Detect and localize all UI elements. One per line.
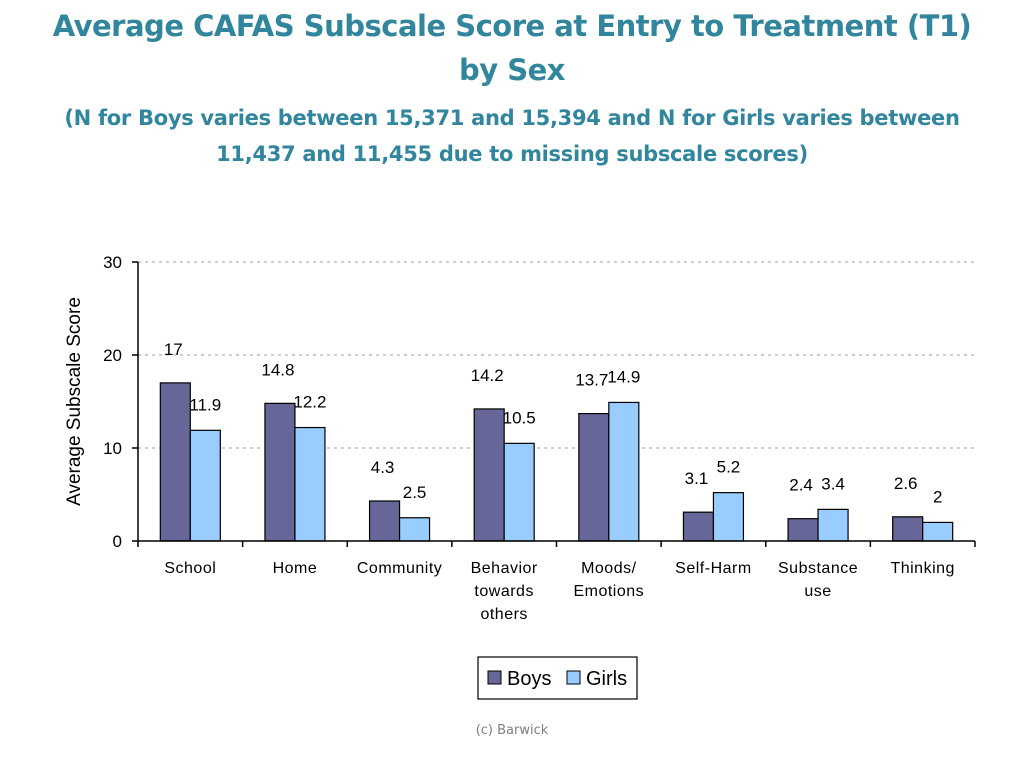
bar-boys bbox=[264, 402, 296, 542]
data-label-girls: 11.9 bbox=[189, 395, 221, 414]
bar-girls bbox=[503, 442, 535, 542]
bar-boys bbox=[892, 516, 924, 542]
legend-label-girls: Girls bbox=[586, 668, 627, 690]
bar-girls bbox=[608, 401, 640, 542]
x-tick-label: Behavior bbox=[471, 560, 538, 577]
bar-boys bbox=[787, 518, 819, 542]
y-tick-label: 0 bbox=[113, 532, 122, 551]
x-tick-label: use bbox=[804, 583, 831, 600]
bar-boys bbox=[578, 412, 610, 542]
y-tick-label: 20 bbox=[103, 346, 122, 365]
data-label-girls: 12.2 bbox=[293, 393, 326, 412]
x-tick-label: Home bbox=[273, 560, 318, 577]
legend-label-boys: Boys bbox=[507, 668, 551, 690]
bar-girls bbox=[922, 521, 954, 542]
data-label-girls: 5.2 bbox=[717, 458, 741, 477]
data-label-girls: 3.4 bbox=[821, 474, 845, 493]
x-tick-label: towards bbox=[474, 583, 534, 600]
bar-chart: 0 10 20 30 Average Subscale Score 17 14.8 4.3 14… bbox=[64, 253, 976, 700]
footer-credit: (c) Barwick bbox=[475, 723, 549, 738]
bar-girls bbox=[294, 426, 326, 542]
legend-box bbox=[477, 656, 638, 700]
data-label-girls: 2 bbox=[933, 487, 942, 506]
data-label-boys: 14.8 bbox=[261, 360, 294, 379]
legend-swatch-girls bbox=[566, 670, 581, 685]
chart-subtitle: (N for Boys varies between 15,371 and 15… bbox=[64, 106, 960, 166]
chart-title: Average CAFAS Subscale Score at Entry to… bbox=[52, 9, 972, 87]
bar-girls bbox=[712, 492, 745, 542]
bar-boys bbox=[682, 511, 715, 542]
x-tick-label: Substance bbox=[778, 560, 858, 577]
data-label-girls: 14.9 bbox=[607, 367, 640, 386]
bar-boys bbox=[473, 408, 505, 542]
x-tick-label: School bbox=[164, 560, 216, 577]
x-tick-label: others bbox=[480, 606, 527, 623]
data-label-boys: 2.4 bbox=[789, 476, 813, 495]
legend-swatch-boys bbox=[487, 670, 502, 685]
data-label-boys: 3.1 bbox=[685, 469, 709, 488]
x-tick-label: Emotions bbox=[573, 583, 644, 600]
y-tick-label: 10 bbox=[103, 439, 122, 458]
x-tick-label: Community bbox=[357, 560, 442, 577]
bar-girls bbox=[817, 508, 849, 542]
data-label-girls: 2.5 bbox=[403, 483, 427, 502]
data-label-boys: 14.2 bbox=[471, 366, 504, 385]
data-label-boys: 4.3 bbox=[371, 458, 395, 477]
y-axis-label: Average Subscale Score bbox=[64, 297, 85, 506]
bar-girls bbox=[189, 429, 221, 542]
x-tick-label: Self-Harm bbox=[675, 560, 752, 577]
bar-girls bbox=[398, 517, 431, 542]
bar-boys bbox=[368, 500, 401, 542]
x-tick-label: Thinking bbox=[890, 560, 954, 577]
y-tick-label: 30 bbox=[103, 253, 122, 272]
data-label-girls: 10.5 bbox=[503, 408, 536, 427]
data-label-boys: 2.6 bbox=[894, 474, 918, 493]
bar-boys bbox=[159, 382, 191, 542]
data-label-boys: 13.7 bbox=[575, 371, 608, 390]
data-label-boys: 17 bbox=[164, 340, 183, 359]
x-tick-label: Moods/ bbox=[581, 560, 637, 577]
